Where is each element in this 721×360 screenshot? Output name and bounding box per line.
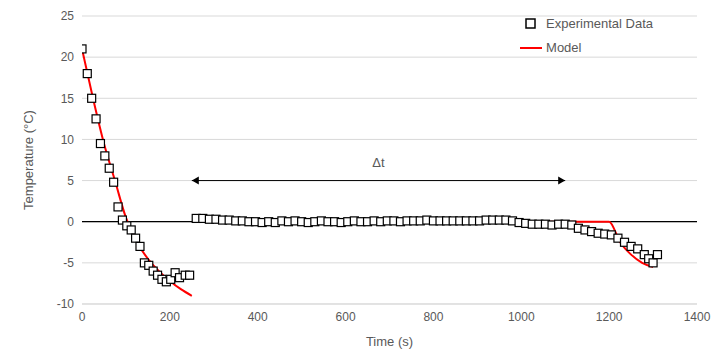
svg-text:800: 800 [423,310,443,324]
svg-text:600: 600 [336,310,356,324]
svg-text:0: 0 [67,215,74,229]
svg-text:1000: 1000 [508,310,535,324]
svg-text:Time (s): Time (s) [366,334,413,349]
svg-text:20: 20 [61,50,75,64]
svg-text:25: 25 [61,9,75,23]
html-text:Experimental Data: Experimental Data [546,16,653,31]
svg-text:-10: -10 [57,297,75,311]
svg-text:10: 10 [61,133,75,147]
svg-text:1400: 1400 [684,310,711,324]
svg-text:Temperature (°C): Temperature (°C) [21,110,36,210]
svg-text:0: 0 [79,310,86,324]
svg-text:5: 5 [67,174,74,188]
svg-text:Δt: Δt [372,155,385,170]
html-text:Model: Model [546,40,582,55]
svg-text:200: 200 [160,310,180,324]
svg-text:1200: 1200 [596,310,623,324]
svg-text:-5: -5 [63,256,74,270]
svg-text:400: 400 [248,310,268,324]
svg-text:15: 15 [61,92,75,106]
